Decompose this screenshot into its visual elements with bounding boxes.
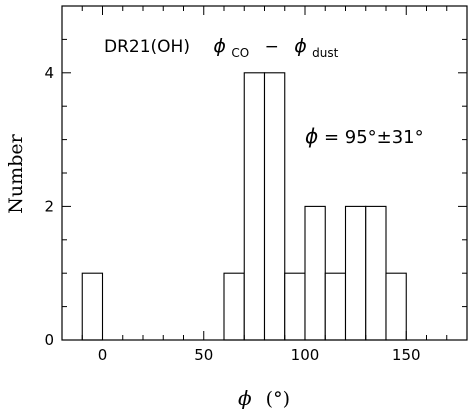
histogram-bar-3 (263, 72, 286, 341)
title-source: DR21(OH) (104, 37, 190, 57)
y-tick-label-2: 4 (44, 64, 54, 82)
bars-layer (81, 72, 407, 341)
title-sub-dust: dust (312, 46, 338, 60)
y-tick-label-0: 0 (44, 331, 54, 349)
title-phi-1: ϕ (213, 35, 226, 57)
histogram-bar-4 (284, 272, 306, 341)
ticks-layer: 0 50 100 150 0 2 4 (44, 5, 468, 364)
histogram-bar-6 (324, 272, 347, 341)
stat-phi: ϕ (305, 124, 318, 148)
plot-frame (61, 5, 468, 341)
histogram-bar-0 (81, 272, 104, 341)
histogram-bar-5 (304, 205, 326, 341)
x-tick-label-3: 150 (392, 346, 421, 364)
x-tick-label-0: 0 (98, 346, 108, 364)
y-tick-label-1: 2 (44, 197, 54, 215)
x-axis-phi: ϕ (238, 386, 252, 410)
title-minus: − (265, 37, 279, 57)
x-axis-unit: (°) (266, 388, 290, 410)
stat-value: = 95°±31° (324, 127, 424, 148)
x-tick-label-1: 50 (194, 346, 213, 364)
title-phi-2: ϕ (294, 35, 307, 57)
histogram-bar-9 (385, 272, 407, 341)
y-axis-title: Number (5, 133, 27, 213)
histogram-bar-2 (243, 72, 266, 341)
histogram-bar-8 (365, 205, 387, 341)
stat-annotation: ϕ = 95°±31° (305, 124, 424, 148)
title-sub-co: CO (231, 46, 249, 60)
x-tick-label-2: 100 (291, 346, 320, 364)
histogram-bar-7 (344, 205, 367, 341)
chart-title: DR21(OH) ϕ CO − ϕ dust (104, 35, 339, 62)
x-axis-title: ϕ (°) (238, 386, 290, 410)
histogram-bar-1 (223, 272, 245, 341)
